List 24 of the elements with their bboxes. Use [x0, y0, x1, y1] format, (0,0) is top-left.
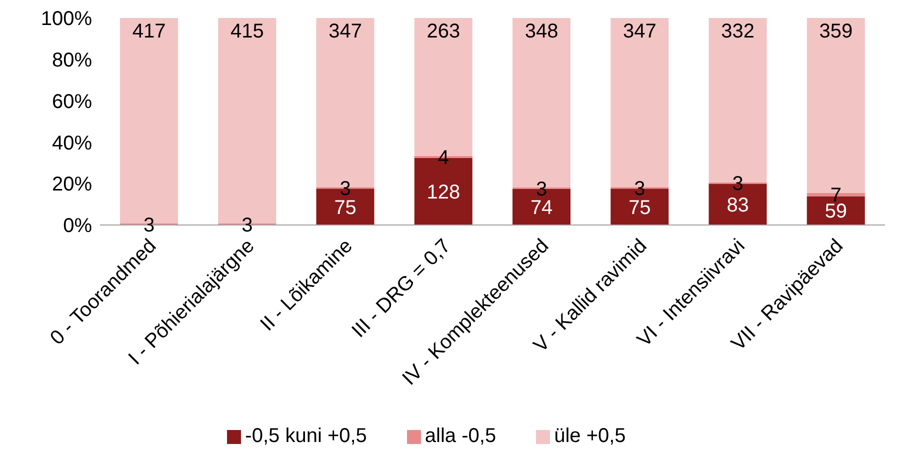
legend-label: alla -0,5 [424, 425, 496, 447]
annotation: 128 [426, 181, 460, 204]
y-tick-label: 40% [52, 132, 92, 154]
annotation: 263 [426, 20, 460, 42]
annotation: 75 [334, 196, 356, 219]
y-tick-label: 80% [52, 50, 92, 72]
annotation: 348 [524, 20, 558, 42]
annotation: 3 [144, 214, 155, 236]
annotation: 83 [726, 194, 749, 216]
annotation: 415 [230, 20, 264, 42]
annotation: 332 [721, 20, 754, 42]
annotation: 417 [132, 20, 166, 42]
y-tick-label: 100% [40, 8, 92, 30]
annotation: 359 [819, 20, 853, 42]
annotation: 347 [623, 20, 656, 42]
annotation: 74 [530, 196, 553, 219]
legend-label: -0,5 kuni +0,5 [245, 425, 367, 447]
annotation: 75 [628, 196, 651, 219]
legend-label: üle +0,5 [554, 425, 626, 447]
y-tick-label: 20% [52, 174, 92, 196]
y-tick-label: 0% [63, 215, 92, 238]
annotation: 347 [328, 20, 362, 42]
annotation: 3 [242, 214, 253, 236]
y-tick-label: 60% [52, 90, 92, 113]
